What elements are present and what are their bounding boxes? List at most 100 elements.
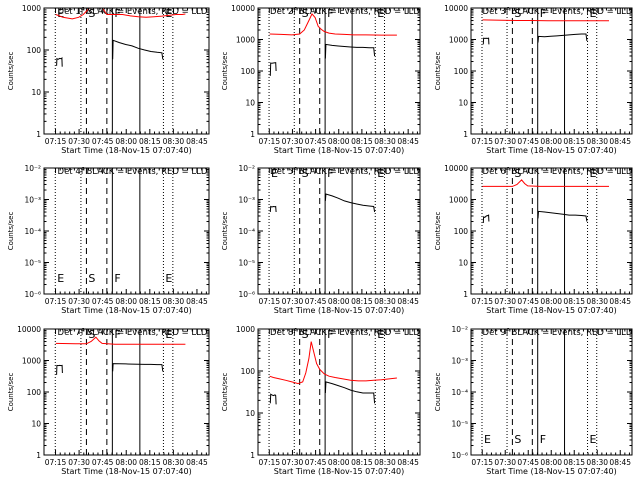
x-tick-label: 07:30 xyxy=(494,458,516,467)
marker-label: E xyxy=(590,167,597,180)
y-axis-label: Counts/sec xyxy=(221,212,229,251)
y-tick-label: 10⁻² xyxy=(451,325,468,334)
y-tick-label: 1000 xyxy=(449,36,468,45)
y-tick-label: 1000 xyxy=(449,196,468,205)
x-tick-label: 07:45 xyxy=(305,137,327,146)
plot-frame xyxy=(43,7,210,135)
series-black-line xyxy=(482,214,490,224)
x-tick-label: 08:00 xyxy=(115,458,137,467)
x-tick-label: 07:30 xyxy=(494,297,516,306)
y-tick-label: 100 xyxy=(241,67,256,76)
x-tick-label: 07:30 xyxy=(282,458,304,467)
x-tick-label: 08:15 xyxy=(351,297,373,306)
y-tick-label: 10000 xyxy=(444,164,468,173)
y-tick-label: 1000 xyxy=(236,325,255,334)
y-axis-label: Counts/sec xyxy=(434,373,442,412)
y-tick-label: 10 xyxy=(245,409,255,418)
panel-title: Det 8f BLACK = Events, RED = LLD xyxy=(270,328,420,338)
plot-frame xyxy=(470,328,633,456)
x-tick-label: 07:30 xyxy=(494,137,516,146)
x-tick-label: 07:15 xyxy=(471,458,493,467)
x-tick-label: 08:30 xyxy=(374,297,396,306)
marker-label: E xyxy=(57,7,64,20)
series-black-line xyxy=(324,381,376,404)
marker-label: S xyxy=(514,167,521,180)
x-axis-label: Start Time (18-Nov-15 07:07:40) xyxy=(274,467,404,476)
y-tick-label: 10⁻³ xyxy=(24,196,41,205)
x-tick-label: 08:15 xyxy=(139,297,161,306)
series-black-line xyxy=(324,193,376,213)
plot-frame xyxy=(257,7,421,135)
x-tick-label: 07:30 xyxy=(68,458,90,467)
x-tick-label: 07:15 xyxy=(471,297,493,306)
marker-label: E xyxy=(590,433,597,446)
series-black-line xyxy=(269,205,277,213)
x-tick-label: 08:15 xyxy=(139,458,161,467)
y-tick-label: 10 xyxy=(245,99,255,108)
panel-title: Det 1f BLACK = Events, RED = LLD xyxy=(58,7,208,17)
marker-label: S xyxy=(302,167,309,180)
y-tick-label: 10⁻² xyxy=(24,164,41,173)
series-black-line xyxy=(269,61,277,76)
y-tick-label: 10000 xyxy=(17,325,41,334)
panel-det-4: Det 4f BLACK = Events, RED = LLD E S F E 10⁻⁶… xyxy=(7,164,210,315)
x-tick-label: 07:15 xyxy=(45,297,67,306)
marker-label: E xyxy=(484,433,491,446)
marker-label: F xyxy=(114,7,120,20)
panel-title: Det 4f BLACK = Events, RED = LLD xyxy=(58,167,208,177)
y-tick-label: 10⁻⁵ xyxy=(451,420,468,429)
x-tick-label: 08:00 xyxy=(328,297,350,306)
series-red-line xyxy=(55,8,186,20)
series-black-line xyxy=(269,393,277,405)
x-axis-label: Start Time (18-Nov-15 07:07:40) xyxy=(61,306,191,315)
x-tick-label: 07:30 xyxy=(282,137,304,146)
series-red-line xyxy=(482,19,609,22)
marker-label: F xyxy=(327,167,333,180)
plot-frame xyxy=(470,7,633,135)
panel-title: Det 6f BLACK = Events, RED = LLD xyxy=(483,167,633,177)
marker-label: E xyxy=(377,7,384,20)
marker-label: E xyxy=(165,7,172,20)
x-tick-label: 08:45 xyxy=(186,297,208,306)
x-tick-label: 08:30 xyxy=(374,458,396,467)
plot-frame xyxy=(43,167,210,295)
y-axis-label: Counts/sec xyxy=(221,52,229,91)
y-tick-label: 10⁻⁵ xyxy=(238,259,255,268)
y-tick-label: 1 xyxy=(250,130,255,139)
y-tick-label: 10 xyxy=(31,420,41,429)
series-black-line xyxy=(482,37,490,45)
x-tick-label: 07:15 xyxy=(258,297,280,306)
x-tick-label: 08:15 xyxy=(563,297,585,306)
y-tick-label: 10⁻⁴ xyxy=(24,227,41,236)
x-tick-label: 07:45 xyxy=(92,458,114,467)
x-tick-label: 08:30 xyxy=(163,137,185,146)
y-tick-label: 10 xyxy=(31,88,41,97)
x-tick-label: 07:30 xyxy=(68,137,90,146)
x-tick-label: 08:00 xyxy=(540,297,562,306)
x-tick-label: 07:15 xyxy=(471,137,493,146)
series-black-line xyxy=(112,363,164,372)
x-tick-label: 08:15 xyxy=(563,137,585,146)
x-tick-label: 08:30 xyxy=(374,137,396,146)
marker-label: E xyxy=(165,272,172,285)
y-axis-label: Counts/sec xyxy=(7,373,15,412)
marker-label: F xyxy=(540,7,546,20)
panel-det-9: Det 9f BLACK = Events, RED = LLD E S F E 10⁻⁶… xyxy=(434,325,633,476)
x-tick-label: 07:45 xyxy=(305,297,327,306)
marker-label: S xyxy=(88,272,95,285)
y-tick-label: 10⁻⁶ xyxy=(451,451,468,460)
y-tick-label: 10⁻⁵ xyxy=(24,259,41,268)
y-tick-label: 1 xyxy=(250,451,255,460)
y-tick-label: 100 xyxy=(241,367,256,376)
y-tick-label: 10000 xyxy=(231,4,255,13)
marker-label: F xyxy=(327,7,333,20)
x-tick-label: 07:45 xyxy=(305,458,327,467)
x-tick-label: 08:15 xyxy=(563,458,585,467)
plot-frame xyxy=(43,328,210,456)
x-tick-label: 08:45 xyxy=(397,137,419,146)
marker-label: F xyxy=(114,272,120,285)
